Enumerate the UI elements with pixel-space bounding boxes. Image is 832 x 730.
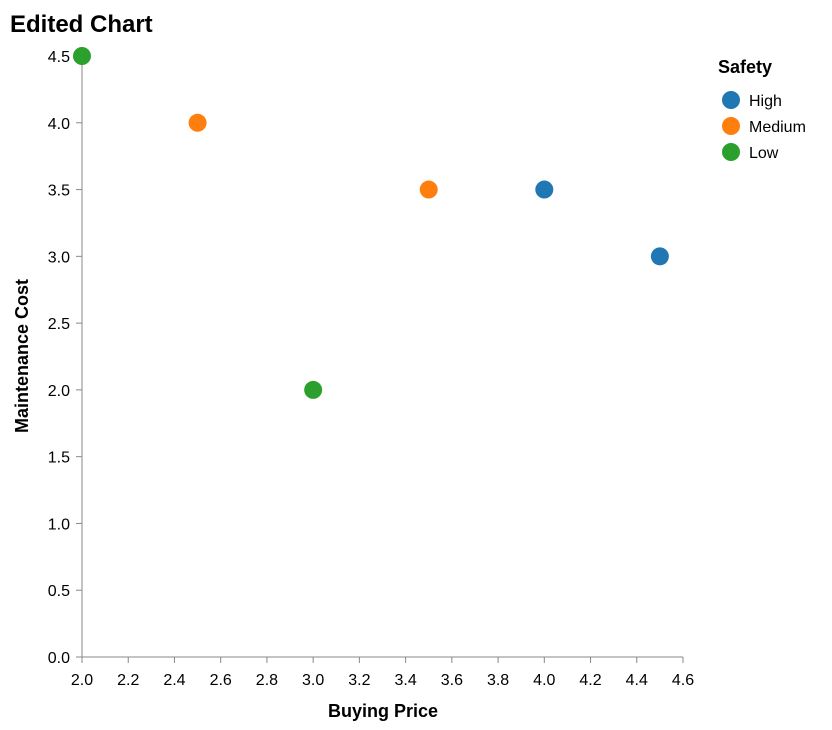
x-tick-label: 4.0 — [533, 672, 555, 689]
y-tick-label: 3.0 — [48, 249, 70, 266]
x-tick-label: 3.6 — [441, 672, 463, 689]
legend-label: High — [749, 93, 782, 110]
y-tick-label: 4.0 — [48, 116, 70, 133]
x-tick-label: 4.4 — [626, 672, 648, 689]
y-tick-label: 1.5 — [48, 450, 70, 467]
y-tick-label: 0.0 — [48, 650, 70, 667]
y-tick-label: 2.0 — [48, 383, 70, 400]
legend-symbol-high — [722, 91, 740, 109]
data-point-low[interactable] — [73, 47, 91, 65]
x-tick-label: 4.2 — [579, 672, 601, 689]
x-tick-label: 3.4 — [394, 672, 416, 689]
x-axis: 2.0 2.2 2.4 2.6 2.8 3.0 3.2 3.4 3.6 3.8 4.0 4.2 4.4 4… — [71, 656, 694, 689]
chart-title: Edited Chart — [10, 11, 153, 38]
y-axis: 0.0 0.5 1.0 1.5 2.0 2.5 3.0 3.5 4.0 4.5 — [48, 49, 83, 667]
data-point-low[interactable] — [304, 380, 323, 399]
y-tick-label: 0.5 — [48, 583, 70, 600]
x-tick-label: 2.2 — [117, 672, 139, 689]
legend-label: Medium — [749, 119, 806, 136]
x-tick-label: 3.2 — [348, 672, 370, 689]
y-tick-label: 1.0 — [48, 516, 70, 533]
legend-label: Low — [749, 145, 779, 162]
data-point-medium[interactable] — [419, 180, 438, 199]
x-tick-label: 2.8 — [256, 672, 278, 689]
x-tick-label: 3.8 — [487, 672, 509, 689]
x-axis-title: Buying Price — [328, 701, 438, 721]
x-tick-label: 3.0 — [302, 672, 324, 689]
x-tick-label: 2.4 — [163, 672, 185, 689]
legend-symbol-medium — [722, 117, 740, 135]
y-tick-label: 3.5 — [48, 183, 70, 200]
x-tick-label: 2.0 — [71, 672, 93, 689]
y-tick-label: 2.5 — [48, 316, 70, 333]
legend-title: Safety — [718, 57, 772, 77]
legend: Safety High Medium Low — [718, 57, 806, 162]
y-tick-label: 4.5 — [48, 49, 70, 66]
x-tick-label: 4.6 — [672, 672, 694, 689]
data-point-high[interactable] — [650, 247, 669, 266]
x-tick-label: 2.6 — [210, 672, 232, 689]
data-point-medium[interactable] — [188, 113, 207, 132]
y-axis-title: Maintenance Cost — [12, 279, 32, 433]
data-points — [73, 47, 669, 399]
data-point-high[interactable] — [535, 180, 554, 199]
legend-symbol-low — [722, 143, 740, 161]
